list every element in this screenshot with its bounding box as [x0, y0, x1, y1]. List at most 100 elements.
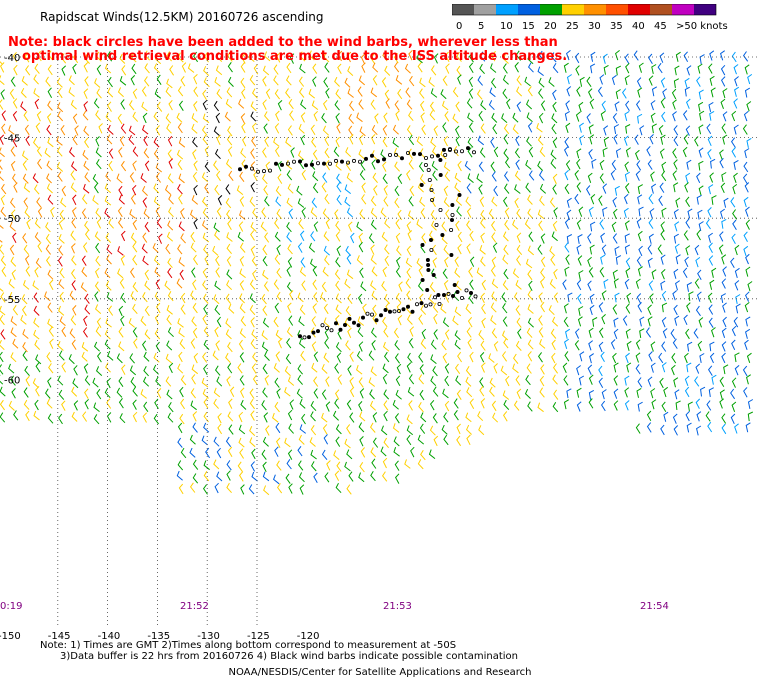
wind-barb	[252, 269, 257, 281]
wind-barb	[334, 269, 341, 280]
wind-barb	[323, 434, 329, 445]
wind-barb	[324, 147, 330, 159]
wind-barb	[263, 281, 270, 292]
wind-barb	[153, 63, 160, 74]
wind-barbs-layer	[0, 49, 754, 496]
wind-barb	[625, 328, 631, 339]
wind-barb	[45, 222, 51, 233]
wind-barb	[142, 197, 148, 208]
contamination-marker	[452, 282, 457, 287]
wind-barb	[311, 341, 317, 352]
wind-barb	[274, 302, 280, 314]
wind-barb	[711, 195, 717, 205]
wind-barb	[203, 364, 208, 375]
wind-barb	[672, 338, 678, 349]
wind-barb	[615, 65, 622, 76]
wind-barb	[707, 207, 712, 218]
contamination-marker	[378, 313, 383, 318]
wind-barb	[490, 302, 497, 313]
wind-barb	[143, 76, 150, 87]
wind-barb	[564, 169, 569, 181]
wind-barb	[397, 209, 403, 221]
wind-barb	[181, 62, 187, 73]
wind-barb	[675, 254, 681, 265]
wind-barb	[83, 88, 89, 99]
wind-barb	[360, 53, 366, 64]
wind-barb	[0, 75, 5, 85]
wind-barb	[657, 244, 663, 255]
wind-barb	[648, 75, 654, 86]
wind-barb	[683, 230, 689, 241]
wind-barb	[527, 62, 534, 73]
wind-barb	[71, 411, 78, 422]
wind-barb	[158, 233, 163, 244]
wind-barb	[597, 86, 603, 97]
wind-barb	[503, 244, 509, 256]
contamination-marker	[443, 152, 448, 157]
wind-barb	[443, 280, 449, 291]
wind-barb	[142, 124, 149, 135]
wind-barb	[177, 159, 183, 171]
wind-barb	[552, 137, 558, 149]
wind-barb	[92, 173, 99, 185]
wind-barb	[334, 470, 340, 481]
wind-barb	[358, 472, 365, 483]
wind-barb	[371, 458, 377, 469]
contamination-marker	[438, 172, 443, 177]
contamination-marker	[428, 302, 433, 307]
contamination-marker	[417, 152, 422, 157]
wind-barb	[551, 231, 558, 242]
wind-barb	[236, 185, 244, 195]
wind-barb	[275, 186, 282, 197]
wind-barb	[0, 171, 4, 182]
wind-barb	[443, 185, 449, 197]
wind-barb	[226, 269, 233, 280]
wind-barb	[298, 76, 305, 87]
wind-barb	[156, 101, 163, 112]
contamination-marker	[329, 328, 334, 333]
wind-barb	[239, 293, 245, 304]
wind-barb	[348, 125, 354, 136]
wind-barb	[699, 353, 705, 363]
wind-barb	[117, 87, 124, 98]
wind-barb	[225, 98, 233, 109]
wind-barb	[213, 160, 219, 171]
wind-barb	[228, 303, 235, 314]
wind-barb	[624, 183, 630, 194]
wind-barb	[273, 137, 280, 147]
wind-barb	[638, 245, 643, 257]
wind-barb	[578, 306, 584, 316]
wind-barb	[48, 363, 54, 374]
wind-barb	[239, 280, 245, 291]
wind-barb	[576, 365, 581, 376]
wind-barb	[416, 258, 423, 268]
wind-barb	[34, 63, 40, 74]
wind-barb	[538, 77, 545, 88]
wind-barb	[646, 422, 652, 433]
wind-barb	[227, 341, 233, 353]
wind-barb	[301, 413, 306, 425]
contamination-marker	[387, 309, 392, 314]
wind-barb	[12, 232, 17, 244]
wind-barb	[480, 232, 485, 244]
wind-barb	[320, 292, 327, 302]
wind-barb	[321, 412, 328, 423]
wind-barb	[650, 362, 656, 373]
wind-barb	[33, 292, 39, 303]
wind-barb	[193, 184, 198, 196]
wind-barb	[1, 110, 6, 121]
wind-barb	[598, 377, 604, 388]
wind-barb	[334, 76, 340, 87]
wind-barb	[624, 400, 630, 411]
wind-barb	[599, 74, 605, 85]
wind-barb	[454, 172, 462, 183]
wind-barb	[120, 230, 126, 242]
wind-barb	[661, 269, 666, 280]
wind-barb	[417, 62, 423, 73]
wind-barb	[599, 159, 605, 171]
wind-barb	[49, 338, 54, 349]
wind-barb	[180, 233, 186, 244]
contamination-marker	[303, 163, 308, 168]
contamination-marker	[311, 330, 316, 335]
wind-barb	[465, 424, 472, 435]
